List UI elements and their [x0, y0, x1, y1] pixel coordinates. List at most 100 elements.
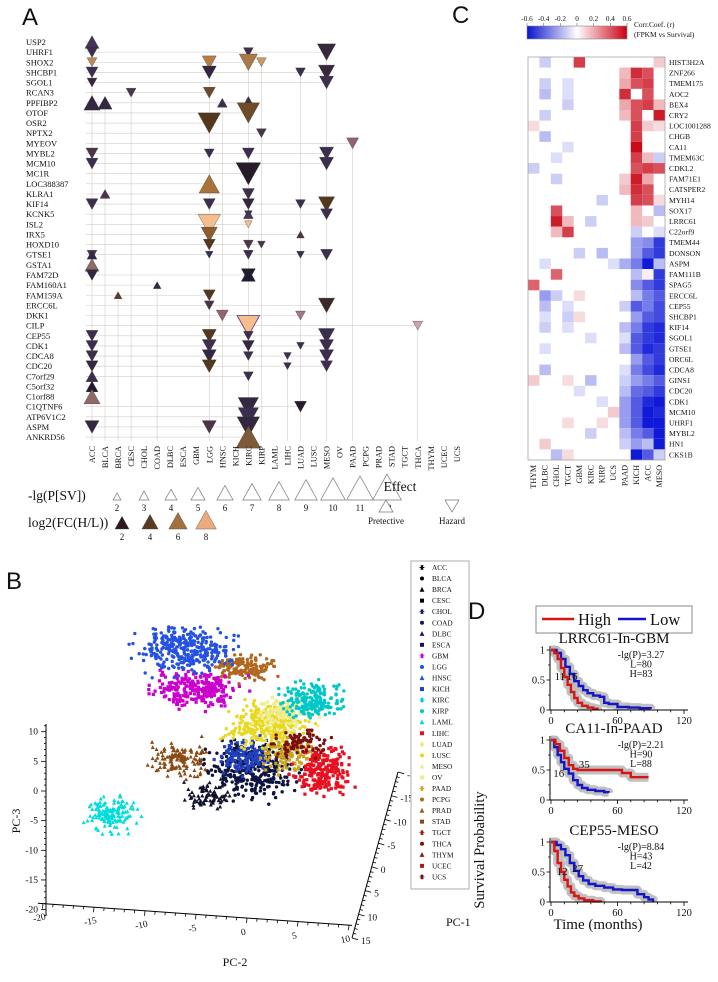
pca-legend-item-LGG: LGG [420, 662, 448, 671]
svg-text:0.6: 0.6 [623, 15, 632, 23]
svg-text:SHCBP1: SHCBP1 [669, 312, 697, 321]
svg-text:11: 11 [356, 503, 365, 513]
svg-text:PAAD: PAAD [349, 446, 358, 468]
svg-text:120: 120 [676, 716, 692, 727]
cluster-red-cluster [287, 745, 357, 799]
svg-text:CATSPER2: CATSPER2 [669, 185, 705, 194]
pc3-axis: 10 5 0 -5 -10 -15 -20 PC-3 [9, 724, 47, 916]
svg-text:5: 5 [374, 890, 379, 900]
svg-text:4: 4 [148, 532, 153, 542]
svg-text:ASPM: ASPM [26, 422, 50, 432]
svg-text:0.2: 0.2 [589, 15, 598, 23]
pca-legend-item-KICH: KICH [420, 685, 451, 694]
svg-text:PPFIBP2: PPFIBP2 [26, 98, 58, 108]
svg-text:UCEC: UCEC [432, 861, 452, 870]
svg-text:-20: -20 [32, 912, 47, 924]
svg-text:THCA: THCA [432, 839, 453, 848]
svg-text:ORC6L: ORC6L [669, 355, 693, 364]
svg-text:KICH: KICH [432, 685, 451, 694]
svg-text:L=80: L=80 [630, 660, 652, 671]
svg-text:C5orf32: C5orf32 [26, 381, 54, 391]
svg-text:MYH14: MYH14 [669, 196, 695, 205]
panel-a-size-legend: -lg(P[SV])23456789101112 [28, 473, 402, 513]
svg-text:FAM160A1: FAM160A1 [26, 280, 67, 290]
svg-text:DKK1: DKK1 [26, 311, 49, 321]
survival-plot-1: 0 60 120 0 0.5 1 LRRC61-In-GBM -lg(P)=3.27L=80H… [532, 631, 692, 727]
svg-text:LOC1001288: LOC1001288 [669, 122, 711, 131]
svg-text:CDC20: CDC20 [669, 387, 692, 396]
svg-text:DONSON: DONSON [669, 249, 701, 258]
svg-text:Pretective: Pretective [368, 516, 404, 526]
svg-text:MYBL2: MYBL2 [669, 429, 695, 438]
panel-d-letter: D [468, 598, 486, 625]
svg-text:3: 3 [142, 503, 147, 513]
svg-text:DLBC: DLBC [541, 465, 550, 486]
svg-text:BRCA: BRCA [432, 585, 453, 594]
svg-text:OTOF: OTOF [26, 108, 48, 118]
survival-legend: High Low [535, 605, 693, 634]
svg-text:LAML: LAML [270, 446, 279, 470]
svg-text:THYM: THYM [427, 445, 436, 470]
svg-text:TMEM175: TMEM175 [669, 79, 703, 88]
svg-text:HIST3H2A: HIST3H2A [669, 58, 705, 67]
svg-text:10: 10 [329, 503, 339, 513]
svg-text:BLCA: BLCA [101, 446, 110, 468]
panel-b-letter: B [6, 568, 23, 595]
svg-text:FAM111B: FAM111B [669, 270, 701, 279]
svg-text:CHOL: CHOL [140, 446, 149, 469]
svg-text:THYM: THYM [432, 850, 454, 859]
svg-text:COAD: COAD [153, 446, 162, 470]
svg-text:8: 8 [277, 503, 282, 513]
svg-text:CHOL: CHOL [552, 465, 561, 487]
svg-text:0.5: 0.5 [532, 868, 545, 879]
svg-text:BLCA: BLCA [432, 574, 452, 583]
svg-text:0: 0 [33, 787, 38, 797]
pca-legend-item-ESCA: ESCA [420, 640, 451, 649]
svg-text:PRAD: PRAD [432, 806, 451, 815]
svg-text:-5: -5 [387, 842, 395, 852]
svg-text:FAM72D: FAM72D [26, 270, 58, 280]
svg-text:LUAD: LUAD [432, 740, 452, 749]
svg-text:CEP55: CEP55 [26, 331, 50, 341]
pca-points [81, 625, 357, 836]
pca-legend-item-DLBC: DLBC [419, 629, 452, 638]
svg-text:RCAN3: RCAN3 [26, 88, 54, 98]
pca-legend-item-BRCA: BRCA [419, 585, 453, 594]
svg-text:ERCC6L: ERCC6L [26, 300, 58, 310]
svg-text:CDK1: CDK1 [669, 397, 689, 406]
svg-text:PC-3: PC-3 [9, 809, 23, 834]
svg-text:0: 0 [540, 796, 545, 807]
svg-text:BEX4: BEX4 [669, 100, 688, 109]
pca-legend-item-THCA: THCA [420, 839, 453, 848]
svg-text:TGCT: TGCT [563, 465, 572, 486]
pca-legend-item-PAAD: PAAD [419, 784, 451, 793]
svg-text:KIF14: KIF14 [26, 199, 49, 209]
panel-a-letter: A [22, 4, 39, 31]
svg-text:KIF14: KIF14 [669, 323, 689, 332]
svg-text:HNSC: HNSC [432, 674, 452, 683]
svg-text:UHRF1: UHRF1 [26, 47, 53, 57]
svg-text:0: 0 [381, 866, 386, 876]
svg-text:USP2: USP2 [26, 37, 46, 47]
svg-text:-10: -10 [394, 818, 407, 828]
svg-text:35: 35 [579, 759, 591, 771]
svg-text:2: 2 [115, 503, 120, 513]
svg-text:60: 60 [612, 908, 623, 919]
svg-text:CRY2: CRY2 [669, 111, 688, 120]
pca-legend-item-LAML: LAML [419, 718, 453, 727]
svg-text:IRX5: IRX5 [26, 229, 45, 239]
pca-legend-item-ACC: ACC [419, 563, 447, 572]
svg-text:SHCBP1: SHCBP1 [26, 67, 57, 77]
svg-text:1: 1 [540, 646, 545, 657]
cluster-brown-triangle-cluster [145, 734, 209, 782]
svg-text:UCS: UCS [432, 872, 446, 881]
pca-legend-item-LUAD: LUAD [419, 740, 452, 749]
svg-text:10: 10 [340, 934, 352, 946]
svg-text:FAM159A: FAM159A [26, 290, 64, 300]
pca-legend-item-LIHC: LIHC [420, 729, 449, 738]
pca-legend-item-HNSC: HNSC [419, 674, 452, 683]
svg-text:THCA: THCA [414, 446, 423, 469]
